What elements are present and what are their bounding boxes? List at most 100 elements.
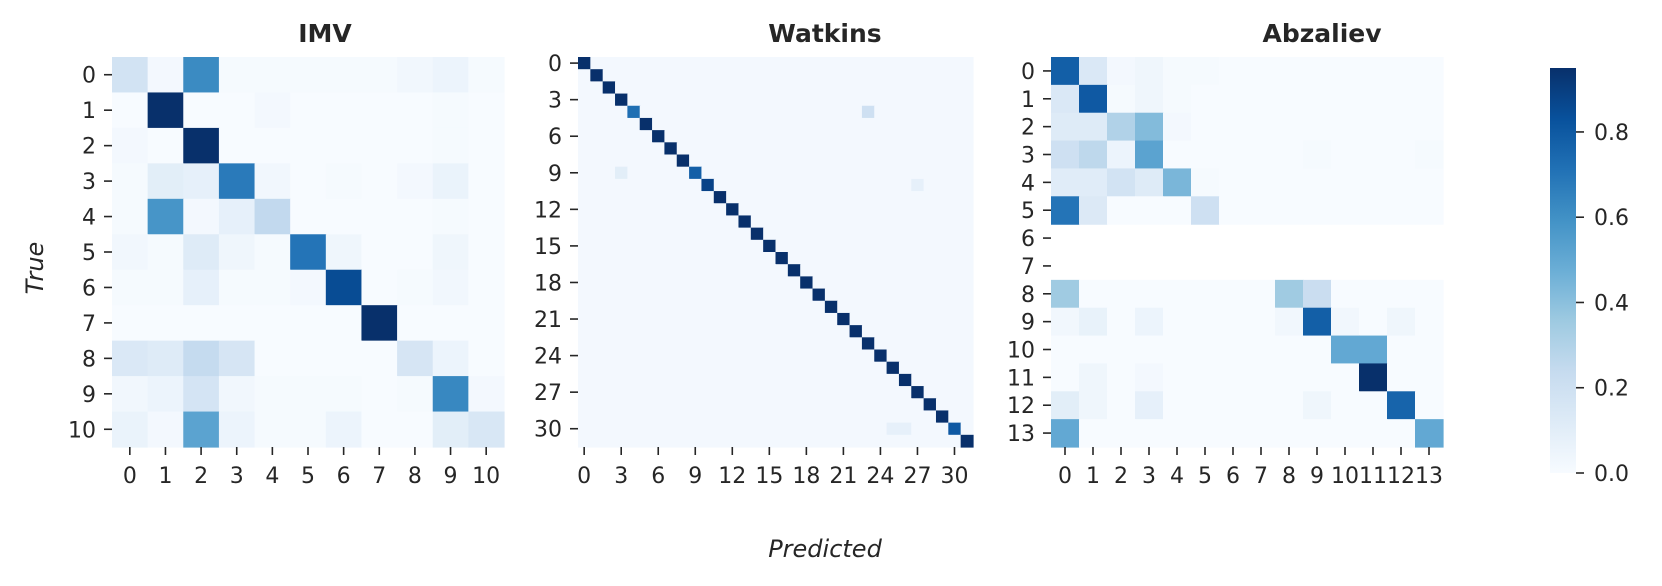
heatmap-cell <box>1275 140 1304 170</box>
heatmap-cell <box>738 93 752 107</box>
heatmap-cell <box>750 191 764 204</box>
heatmap-cell <box>812 117 826 131</box>
heatmap-cell <box>1303 140 1332 170</box>
heatmap-cell <box>713 422 727 436</box>
heatmap-cell <box>763 178 777 192</box>
heatmap-cell <box>1275 57 1304 86</box>
heatmap-cell <box>689 81 703 95</box>
x-tick-label: 6 <box>1226 464 1240 489</box>
heatmap-cell <box>738 69 752 82</box>
heatmap-cell <box>602 300 616 314</box>
y-tick-label: 3 <box>1021 144 1035 169</box>
heatmap-cell <box>639 191 653 204</box>
heatmap-cell <box>812 252 826 265</box>
heatmap-cell <box>787 239 801 253</box>
heatmap-cell <box>627 178 641 192</box>
heatmap-cell <box>824 215 838 229</box>
heatmap-cell <box>590 337 604 351</box>
heatmap-cell <box>1275 279 1304 309</box>
heatmap-cell <box>738 203 752 217</box>
heatmap-cell <box>1163 335 1192 365</box>
heatmap-cell <box>1191 140 1220 170</box>
heatmap-cell <box>652 203 665 217</box>
x-tick-label: 3 <box>230 464 244 489</box>
heatmap-cell <box>738 264 752 277</box>
heatmap-cell <box>664 300 678 314</box>
heatmap-cell <box>886 178 900 192</box>
y-tick-label: 30 <box>534 418 562 443</box>
heatmap-cell <box>923 117 937 131</box>
x-tick-label: 3 <box>614 464 628 489</box>
heatmap-cell <box>254 269 291 306</box>
heatmap-cell <box>775 69 789 82</box>
heatmap-cell <box>837 227 851 241</box>
heatmap-cell <box>676 227 690 241</box>
heatmap-cell <box>578 361 591 375</box>
heatmap-cell <box>738 191 752 204</box>
heatmap-cell <box>911 57 925 70</box>
heatmap-cell <box>800 142 814 156</box>
heatmap-cell <box>800 93 814 107</box>
heatmap-cell <box>763 81 777 95</box>
heatmap-cell <box>664 203 678 217</box>
heatmap-cell <box>1415 168 1444 197</box>
heatmap-cell <box>615 337 628 351</box>
heatmap-cell <box>664 69 678 82</box>
heatmap-cell <box>627 191 641 204</box>
heatmap-cell <box>615 239 628 253</box>
heatmap-cell <box>874 410 888 424</box>
heatmap-cell <box>787 142 801 156</box>
heatmap-cell <box>750 264 764 277</box>
heatmap-cell <box>615 325 628 338</box>
heatmap-cell <box>627 105 641 119</box>
heatmap-cell <box>948 227 962 241</box>
heatmap-cell <box>1387 140 1416 170</box>
heatmap-cell <box>183 340 220 377</box>
heatmap-cell <box>325 305 363 342</box>
heatmap-cell <box>147 92 184 129</box>
heatmap-cell <box>664 349 678 363</box>
heatmap-cell <box>898 349 912 363</box>
heatmap-cell <box>886 361 900 375</box>
heatmap-cell <box>948 264 962 277</box>
heatmap-cell <box>787 130 801 143</box>
heatmap-cell <box>361 269 398 306</box>
heatmap-cell <box>948 398 962 412</box>
y-tick-label: 0 <box>1021 60 1035 85</box>
heatmap-cell <box>787 434 801 448</box>
heatmap-cell <box>578 203 591 217</box>
heatmap-cell <box>689 337 703 351</box>
heatmap-cell <box>1331 307 1360 337</box>
heatmap-cell <box>738 373 752 387</box>
heatmap-cell <box>923 361 937 375</box>
heatmap-cell <box>615 117 628 131</box>
heatmap-cell <box>1331 279 1360 309</box>
heatmap-cell <box>911 434 925 448</box>
heatmap-cell <box>1331 391 1360 420</box>
heatmap-cell <box>738 410 752 424</box>
heatmap-cell <box>218 57 256 94</box>
heatmap-cell <box>1135 391 1164 420</box>
heatmap-cell <box>750 227 764 241</box>
heatmap-cell <box>861 398 875 412</box>
heatmap-cell <box>824 325 838 338</box>
heatmap-cell <box>775 264 789 277</box>
heatmap-cell <box>627 227 641 241</box>
x-tick-label: 9 <box>444 464 458 489</box>
heatmap-cell <box>923 349 937 363</box>
heatmap-cell <box>849 434 863 448</box>
heatmap-cell <box>615 422 628 436</box>
heatmap-cell <box>898 215 912 229</box>
heatmap-cell <box>1051 168 1080 197</box>
heatmap-cell <box>1107 196 1136 225</box>
heatmap-cell <box>1051 363 1080 392</box>
heatmap-cell <box>652 81 665 95</box>
heatmap-cell <box>837 142 851 156</box>
heatmap-cell <box>738 434 752 448</box>
heatmap-cell <box>1359 196 1388 225</box>
heatmap-cell <box>812 215 826 229</box>
heatmap-cell <box>112 57 149 94</box>
heatmap-cell <box>960 166 974 180</box>
heatmap-cell <box>800 276 814 290</box>
heatmap-cell <box>578 239 591 253</box>
